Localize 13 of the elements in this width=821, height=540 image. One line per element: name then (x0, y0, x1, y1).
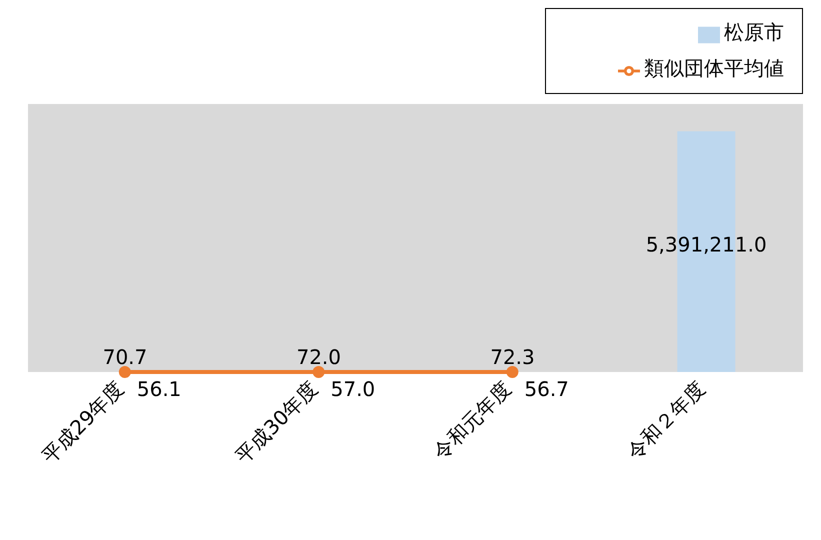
data-label: 57.0 (330, 376, 376, 401)
data-label: 5,391,211.0 (646, 232, 767, 257)
data-label: 56.7 (524, 376, 569, 401)
x-tick-label: 平成30年度 (230, 376, 322, 468)
legend-label: 類似団体平均値 (644, 56, 784, 80)
legend-label: 松原市 (724, 20, 784, 44)
data-label: 70.7 (102, 344, 148, 369)
x-tick-label: 令和２年度 (622, 376, 710, 464)
data-label: 72.0 (296, 344, 342, 369)
x-tick-label: 令和元年度 (428, 376, 516, 464)
x-tick-label: 平成29年度 (36, 376, 128, 468)
data-label: 72.3 (490, 344, 535, 369)
data-label: 56.1 (136, 376, 182, 401)
